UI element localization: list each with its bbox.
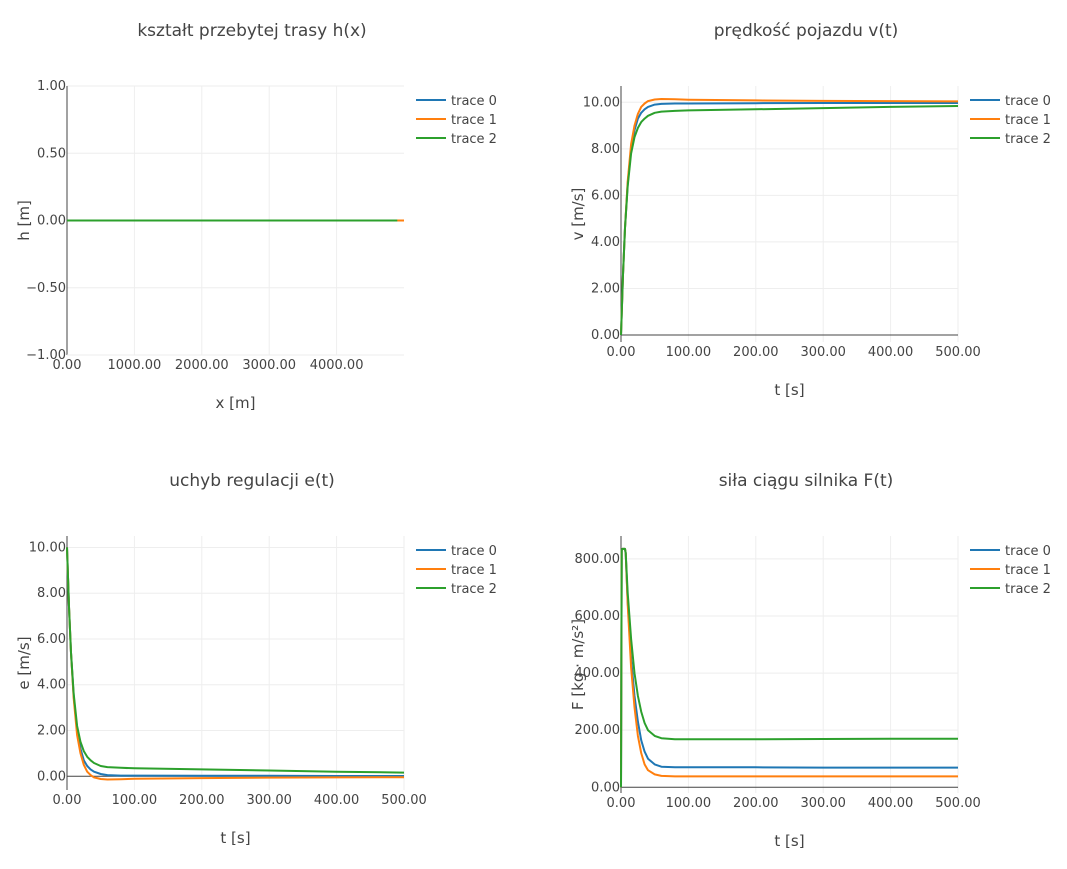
y-tick-label: 1.00 — [37, 79, 66, 94]
y-tick-label: 0.00 — [591, 328, 620, 343]
subplot-title: siła ciągu silnika F(t) — [719, 471, 894, 491]
x-tick-label: 0.00 — [53, 793, 82, 808]
y-tick-label: −0.50 — [26, 281, 66, 296]
legend-label: trace 1 — [451, 113, 497, 128]
subplot-4: siła ciągu silnika F(t) 0.00 100.00 200.00 3… — [569, 471, 1051, 850]
x-tick-label: 200.00 — [733, 796, 779, 811]
x-tick-label: 100.00 — [112, 793, 158, 808]
y-tick-label: 2.00 — [37, 724, 66, 739]
x-axis-title: t [s] — [220, 829, 250, 847]
subplot-1: kształt przebytej trasy h(x) 0.00 1000.00 2… — [15, 21, 497, 412]
legend-label: trace 0 — [451, 544, 497, 559]
y-axis-title: v [m/s] — [569, 188, 587, 241]
x-tick-label: 200.00 — [179, 793, 225, 808]
x-tick-label: 2000.00 — [175, 358, 229, 373]
y-tick-label: 8.00 — [591, 142, 620, 157]
subplot-2: prędkość pojazdu v(t) 0.00 100.00 200.00 300… — [569, 21, 1051, 399]
y-tick-label: 2.00 — [591, 281, 620, 296]
legend-label: trace 0 — [1005, 544, 1051, 559]
x-tick-label: 300.00 — [800, 796, 846, 811]
y-tick-label: 10.00 — [583, 95, 620, 110]
y-tick-label: 6.00 — [591, 188, 620, 203]
y-axis-title: h [m] — [15, 200, 33, 241]
y-tick-label: 800.00 — [575, 552, 621, 567]
x-tick-label: 0.00 — [53, 358, 82, 373]
legend-label: trace 2 — [451, 582, 497, 597]
series-line-1 — [620, 98, 959, 336]
x-axis-title: t [s] — [774, 381, 804, 399]
x-tick-label: 100.00 — [666, 345, 712, 360]
y-tick-label: 0.00 — [37, 769, 66, 784]
x-tick-label: 400.00 — [868, 345, 914, 360]
subplot-title: kształt przebytej trasy h(x) — [137, 21, 366, 41]
x-tick-label: 4000.00 — [310, 358, 364, 373]
legend-label: trace 0 — [451, 94, 497, 109]
y-tick-label: −1.00 — [26, 348, 66, 363]
y-axis-title: e [m/s] — [15, 636, 33, 689]
legend-label: trace 2 — [1005, 132, 1051, 147]
subplot-title: prędkość pojazdu v(t) — [714, 21, 899, 41]
series-line-2 — [620, 547, 958, 788]
y-tick-label: 0.50 — [37, 146, 66, 161]
x-tick-label: 3000.00 — [242, 358, 296, 373]
y-axis-title: F [kg · m/s²] — [569, 619, 587, 710]
y-tick-label: 400.00 — [575, 666, 621, 681]
y-tick-label: 10.00 — [29, 540, 66, 555]
x-tick-label: 0.00 — [607, 796, 636, 811]
x-axis-title: x [m] — [216, 394, 256, 412]
x-tick-label: 300.00 — [800, 345, 846, 360]
x-tick-label: 200.00 — [733, 345, 779, 360]
x-tick-label: 1000.00 — [108, 358, 162, 373]
series-line-0 — [66, 547, 404, 777]
x-tick-label: 400.00 — [868, 796, 914, 811]
x-tick-label: 500.00 — [381, 793, 427, 808]
y-tick-label: 4.00 — [37, 678, 66, 693]
subplot-3: uchyb regulacji e(t) 0.00 100.00 200.00 300.… — [15, 471, 497, 847]
series-line-1 — [66, 547, 405, 781]
y-tick-label: 6.00 — [37, 632, 66, 647]
x-tick-label: 100.00 — [666, 796, 712, 811]
series-line-0 — [620, 547, 958, 788]
x-tick-label: 500.00 — [935, 796, 981, 811]
x-axis-title: t [s] — [774, 832, 804, 850]
series-line-0 — [620, 102, 958, 336]
x-tick-label: 500.00 — [935, 345, 981, 360]
y-tick-label: 4.00 — [591, 235, 620, 250]
y-tick-label: 0.00 — [37, 214, 66, 229]
series-line-2 — [66, 547, 405, 774]
y-tick-label: 600.00 — [575, 609, 621, 624]
legend-label: trace 2 — [451, 132, 497, 147]
subplot-title: uchyb regulacji e(t) — [169, 471, 335, 491]
legend-label: trace 0 — [1005, 94, 1051, 109]
x-tick-label: 400.00 — [314, 793, 360, 808]
x-tick-label: 300.00 — [246, 793, 292, 808]
series-line-2 — [620, 105, 959, 336]
y-tick-label: 8.00 — [37, 586, 66, 601]
legend-label: trace 2 — [1005, 582, 1051, 597]
y-tick-label: 0.00 — [591, 780, 620, 795]
legend-label: trace 1 — [1005, 563, 1051, 578]
y-tick-label: 200.00 — [575, 723, 621, 738]
legend-label: trace 1 — [1005, 113, 1051, 128]
legend-label: trace 1 — [451, 563, 497, 578]
x-tick-label: 0.00 — [607, 345, 636, 360]
series-line-1 — [620, 547, 958, 788]
